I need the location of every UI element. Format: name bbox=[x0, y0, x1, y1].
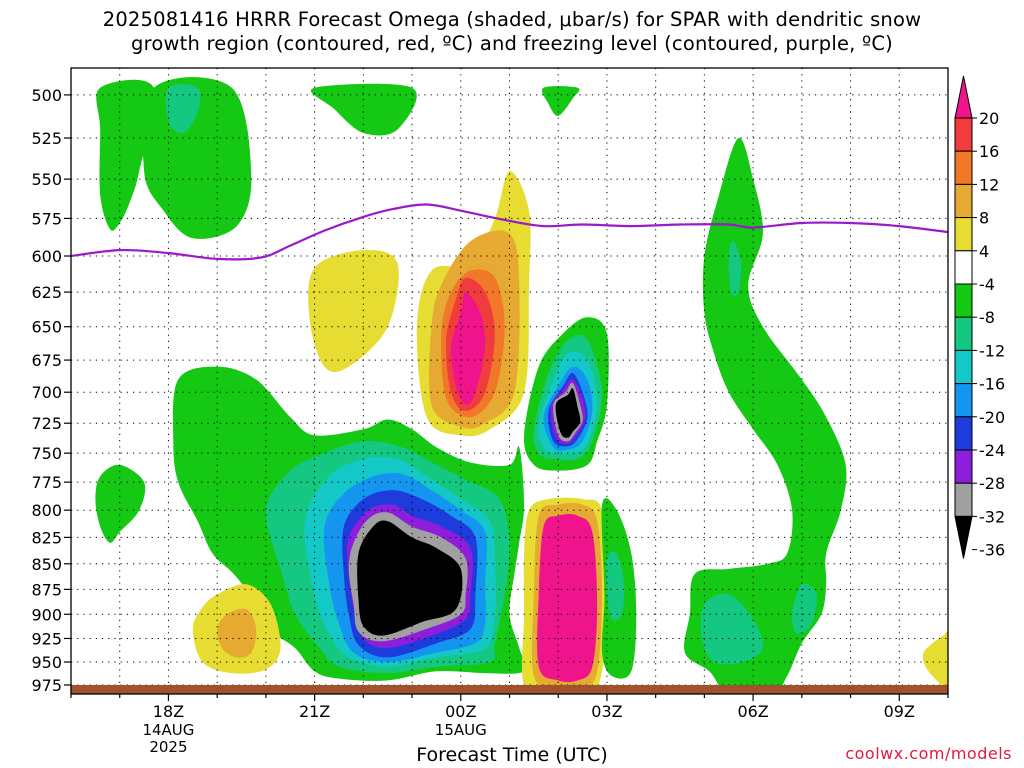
x-tick-label: 03Z bbox=[591, 702, 622, 721]
omega-region-31-neg12 bbox=[605, 551, 625, 621]
colorbar-segment bbox=[954, 383, 973, 418]
omega-region-36-neg12 bbox=[700, 593, 764, 665]
x-tick-label: 00Z bbox=[445, 702, 476, 721]
omega-region-33-8 bbox=[217, 608, 257, 658]
omega-region-38-neg12 bbox=[728, 241, 742, 297]
x-axis-label: Forecast Time (UTC) bbox=[416, 744, 608, 766]
y-tick-label: 775 bbox=[31, 473, 62, 492]
y-tick-label: 675 bbox=[31, 351, 62, 370]
colorbar-label: -28 bbox=[979, 474, 1005, 493]
colorbar-segment bbox=[954, 349, 973, 385]
y-tick-label: 500 bbox=[31, 86, 62, 105]
omega-region-34-neg8 bbox=[95, 464, 146, 543]
x-tick-sublabel: 14AUG bbox=[142, 721, 194, 739]
y-tick-label: 700 bbox=[31, 383, 62, 402]
x-tick-sublabel: 15AUG bbox=[435, 721, 487, 739]
chart-title-line-1: 2025081416 HRRR Forecast Omega (shaded, … bbox=[102, 8, 922, 31]
colorbar-segment bbox=[954, 449, 973, 484]
colorbar-extend-max bbox=[954, 75, 973, 119]
terrain-strip bbox=[71, 685, 948, 694]
omega-shaded-field bbox=[95, 77, 948, 694]
y-tick-label: 925 bbox=[31, 629, 62, 648]
source-credit: coolwx.com/models bbox=[845, 744, 1012, 763]
y-tick-label: 850 bbox=[31, 555, 62, 574]
colorbar-segment bbox=[954, 416, 973, 451]
y-tick-label: 950 bbox=[31, 653, 62, 672]
colorbar-segment bbox=[954, 217, 973, 252]
x-tick-label: 18Z bbox=[153, 702, 184, 721]
y-tick-label: 875 bbox=[31, 580, 62, 599]
omega-region-39-4 bbox=[922, 631, 948, 687]
colorbar-label: 16 bbox=[979, 142, 999, 161]
colorbar-segment bbox=[954, 482, 973, 517]
y-tick-label: 575 bbox=[31, 209, 62, 228]
omega-region-35-neg8 bbox=[684, 137, 847, 694]
y-tick-label: 900 bbox=[31, 605, 62, 624]
colorbar-label: 20 bbox=[979, 109, 999, 128]
colorbar-segment bbox=[954, 117, 973, 152]
y-tick-label: 825 bbox=[31, 528, 62, 547]
y-tick-label: 975 bbox=[31, 676, 62, 695]
omega-region-5-4 bbox=[308, 249, 399, 373]
colorbar-label: -24 bbox=[979, 441, 1005, 460]
omega-region-3-neg8 bbox=[310, 83, 417, 136]
colorbar-label: 12 bbox=[979, 175, 999, 194]
omega-region-18-neg36 bbox=[357, 520, 463, 636]
y-tick-label: 800 bbox=[31, 501, 62, 520]
chart-title-line-2: growth region (contoured, red, ºC) and f… bbox=[131, 32, 893, 55]
colorbar-label: 4 bbox=[979, 242, 989, 261]
y-tick-label: 750 bbox=[31, 444, 62, 463]
x-tick-sublabel: 2025 bbox=[149, 738, 187, 756]
colorbar-segment bbox=[954, 250, 973, 285]
x-tick-label: 09Z bbox=[884, 702, 915, 721]
colorbar-label: -20 bbox=[979, 408, 1005, 427]
y-tick-label: 725 bbox=[31, 414, 62, 433]
omega-region-26-neg36 bbox=[555, 387, 581, 438]
colorbar-label: -4 bbox=[979, 275, 995, 294]
colorbar-label: -32 bbox=[979, 507, 1005, 526]
y-tick-label: 600 bbox=[31, 247, 62, 266]
colorbar-segment bbox=[954, 283, 973, 318]
colorbar-extend-min bbox=[954, 515, 973, 559]
x-tick-label: 06Z bbox=[737, 702, 768, 721]
omega-region-10-20 bbox=[450, 292, 486, 405]
freezing-level-contour bbox=[71, 203, 948, 261]
colorbar-segment bbox=[954, 316, 973, 351]
x-tick-label: 21Z bbox=[299, 702, 330, 721]
chart-title: 2025081416 HRRR Forecast Omega (shaded, … bbox=[0, 8, 1024, 56]
omega-region-4-neg8 bbox=[541, 86, 580, 116]
colorbar: 20 16 12 8 4 -4 -8 -12 -16 -20 -24 -28 -32 -36 bbox=[954, 75, 1005, 560]
omega-region-0-neg8 bbox=[96, 79, 156, 231]
colorbar-label: 8 bbox=[979, 209, 989, 228]
y-tick-label: 550 bbox=[31, 170, 62, 189]
colorbar-label: -12 bbox=[979, 341, 1005, 360]
y-tick-label: 625 bbox=[31, 283, 62, 302]
colorbar-segment bbox=[954, 183, 973, 219]
y-tick-label: 650 bbox=[31, 318, 62, 337]
omega-region-29-20 bbox=[537, 513, 598, 683]
colorbar-segment bbox=[954, 150, 973, 185]
y-tick-label: 525 bbox=[31, 129, 62, 148]
omega-region-37-neg12 bbox=[791, 583, 817, 635]
colorbar-label: -36 bbox=[979, 541, 1005, 560]
omega-region-2-neg12 bbox=[165, 84, 201, 134]
colorbar-label: -16 bbox=[979, 375, 1005, 394]
colorbar-label: -8 bbox=[979, 308, 995, 327]
y-axis-pressure: 500 525 550 575 600 625 650 675 700 725 750 775 800 8… bbox=[31, 86, 71, 695]
